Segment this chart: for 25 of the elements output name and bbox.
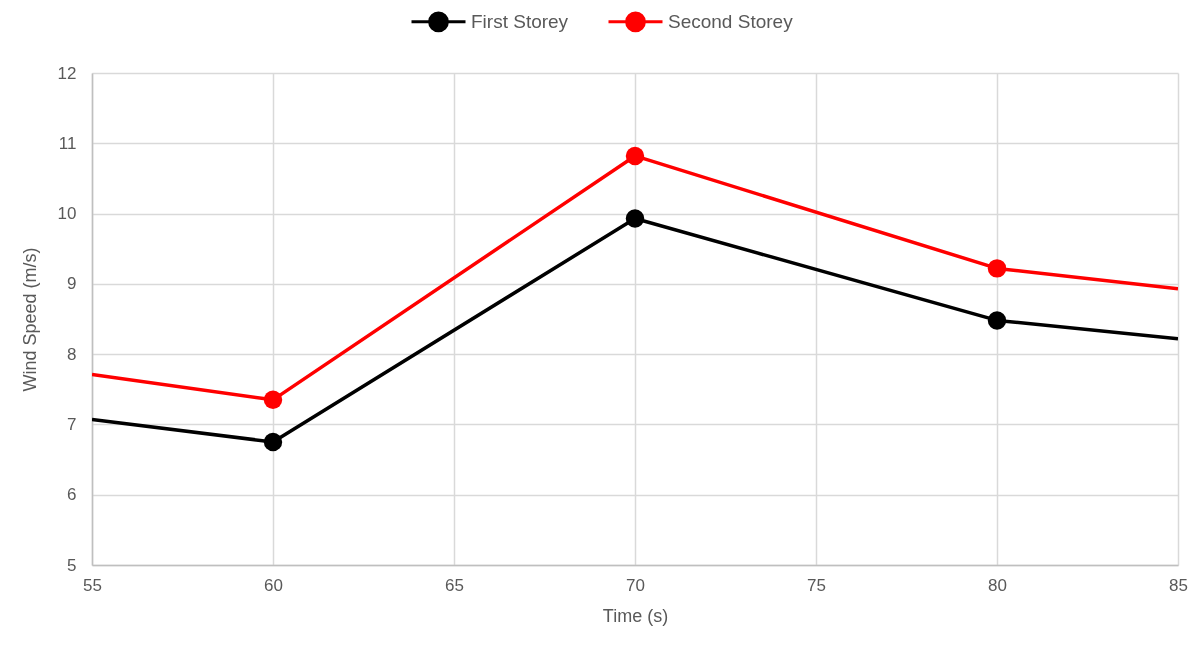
y-tick-label: 7	[67, 414, 77, 434]
x-tick-label: 70	[626, 575, 645, 595]
x-tick-label: 65	[445, 575, 464, 595]
y-axis-title: Wind Speed (m/s)	[19, 247, 40, 392]
point	[987, 311, 1007, 330]
y-tick-label: 9	[67, 274, 77, 294]
y-tick-label: 10	[57, 204, 77, 224]
x-tick-label: 75	[807, 575, 826, 595]
x-tick-label: 80	[988, 575, 1007, 595]
y-tick-label: 8	[67, 344, 77, 364]
x-tick-label: 55	[83, 575, 102, 595]
point	[987, 259, 1007, 278]
point	[263, 432, 283, 452]
legend-label: First Storey	[471, 10, 569, 32]
legend-label: Second Storey	[668, 10, 794, 32]
y-tick-label: 11	[58, 133, 77, 153]
y-tick-label: 5	[67, 555, 77, 575]
x-tick-label: 60	[264, 575, 283, 595]
x-tick-label: 85	[1169, 575, 1188, 595]
y-tick-label: 12	[57, 63, 77, 83]
point	[263, 390, 283, 410]
point	[625, 146, 645, 166]
x-axis-title: Time (s)	[602, 605, 669, 626]
point	[625, 209, 645, 228]
y-tick-label: 6	[67, 485, 77, 505]
